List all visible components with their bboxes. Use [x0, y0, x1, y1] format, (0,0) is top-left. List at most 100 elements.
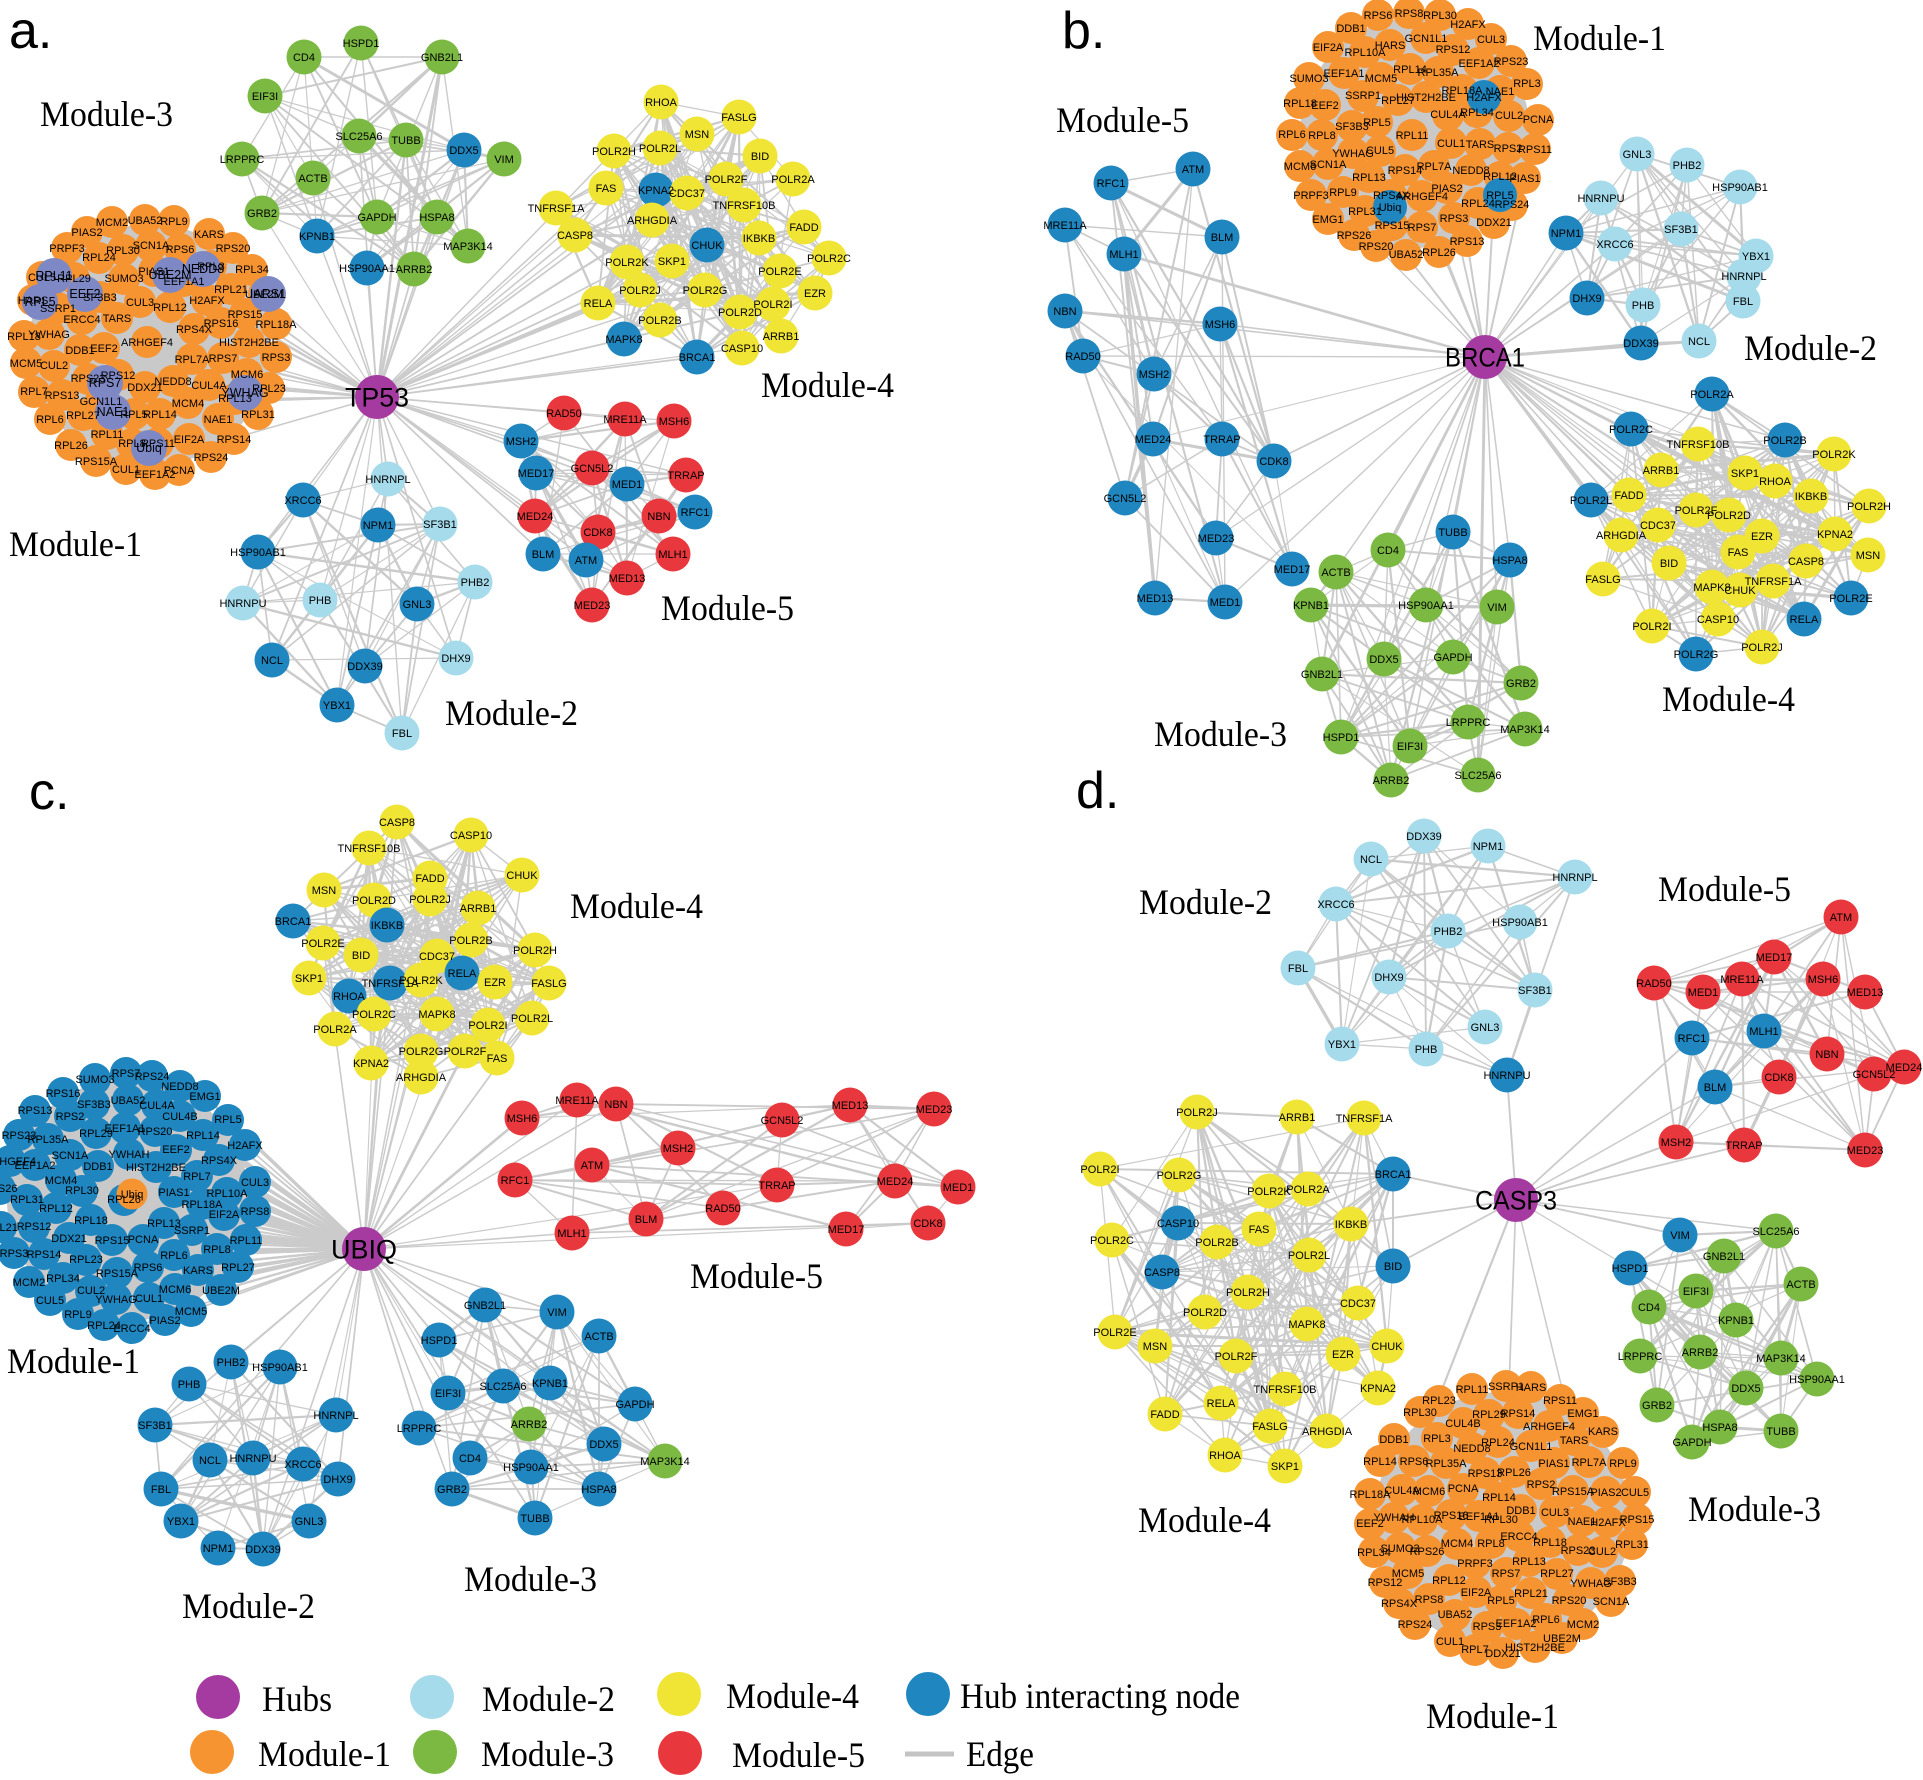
- svg-text:ARRB2: ARRB2: [396, 264, 433, 276]
- svg-text:Module-3: Module-3: [1688, 1489, 1821, 1529]
- svg-text:BID: BID: [751, 151, 769, 163]
- svg-text:RHOA: RHOA: [1209, 1450, 1241, 1462]
- svg-text:H2AFX: H2AFX: [227, 1140, 263, 1152]
- svg-text:NEDD8: NEDD8: [161, 1081, 198, 1093]
- svg-text:RPL8: RPL8: [118, 438, 146, 450]
- svg-text:ARRB1: ARRB1: [1279, 1112, 1316, 1124]
- svg-text:ARHGDIA: ARHGDIA: [1596, 530, 1647, 542]
- svg-text:RPL14: RPL14: [186, 1130, 220, 1142]
- svg-text:RPL18: RPL18: [7, 331, 41, 343]
- svg-text:RPS23: RPS23: [1494, 56, 1529, 68]
- svg-text:MED24: MED24: [1886, 1062, 1923, 1074]
- svg-text:RPL6: RPL6: [1532, 1614, 1560, 1626]
- svg-text:CDK8: CDK8: [1764, 1072, 1793, 1084]
- svg-text:DHX9: DHX9: [323, 1474, 352, 1486]
- svg-text:ARRB2: ARRB2: [511, 1419, 548, 1431]
- svg-text:RPS20: RPS20: [1359, 241, 1394, 253]
- svg-text:KARS: KARS: [1588, 1426, 1618, 1438]
- svg-text:CHUK: CHUK: [1371, 1341, 1403, 1353]
- svg-text:SSRP1: SSRP1: [40, 303, 76, 315]
- svg-text:MLH1: MLH1: [658, 549, 687, 561]
- svg-text:RPL21: RPL21: [214, 284, 248, 296]
- svg-text:EZR: EZR: [1751, 531, 1773, 543]
- svg-text:NAE1: NAE1: [1486, 86, 1515, 98]
- svg-text:ARHGDIA: ARHGDIA: [1302, 1426, 1353, 1438]
- svg-text:RPS7: RPS7: [209, 353, 238, 365]
- svg-text:RPL18: RPL18: [1283, 98, 1317, 110]
- svg-text:SCN1A: SCN1A: [1310, 159, 1347, 171]
- svg-text:ARHGEF4: ARHGEF4: [0, 1156, 36, 1168]
- svg-text:CD4: CD4: [1638, 1302, 1660, 1314]
- svg-text:RPL11: RPL11: [91, 429, 124, 441]
- svg-text:GRB2: GRB2: [1506, 678, 1536, 690]
- svg-text:SKP1: SKP1: [1271, 1461, 1299, 1473]
- svg-text:RPL14: RPL14: [1482, 1492, 1516, 1504]
- svg-text:PIAS1: PIAS1: [1538, 1458, 1569, 1470]
- svg-text:GAPDH: GAPDH: [1672, 1437, 1711, 1449]
- svg-text:MSH2: MSH2: [1661, 1137, 1692, 1149]
- svg-text:RPL27: RPL27: [1540, 1568, 1574, 1580]
- svg-text:DDX39: DDX39: [1623, 338, 1658, 350]
- svg-text:RPS24: RPS24: [1398, 1619, 1433, 1631]
- svg-text:YWHAH: YWHAH: [1374, 1512, 1415, 1524]
- svg-text:CUL1: CUL1: [112, 464, 140, 476]
- svg-text:RPS20: RPS20: [216, 243, 251, 255]
- svg-text:TNFRSF1A: TNFRSF1A: [528, 203, 586, 215]
- svg-text:RPL7A: RPL7A: [175, 354, 211, 366]
- svg-text:RPL11: RPL11: [1456, 1384, 1489, 1396]
- svg-text:POLR2C: POLR2C: [1609, 424, 1653, 436]
- svg-text:DDB1: DDB1: [65, 345, 94, 357]
- svg-text:RPL18: RPL18: [74, 1215, 108, 1227]
- svg-text:RPL24: RPL24: [87, 1320, 121, 1332]
- svg-text:MCM6: MCM6: [159, 1284, 191, 1296]
- svg-text:CUL1: CUL1: [1436, 1636, 1464, 1648]
- svg-text:EEF1A1: EEF1A1: [1324, 68, 1365, 80]
- svg-text:GCN1L1: GCN1L1: [1405, 33, 1448, 45]
- svg-text:FAS: FAS: [1249, 1224, 1270, 1236]
- svg-text:POLR2A: POLR2A: [313, 1024, 357, 1036]
- svg-text:EEF2: EEF2: [69, 287, 100, 301]
- svg-text:CASP8: CASP8: [557, 230, 593, 242]
- svg-text:LRPPRC: LRPPRC: [1618, 1351, 1663, 1363]
- svg-text:POLR2F: POLR2F: [1675, 505, 1718, 517]
- svg-text:RPS15A: RPS15A: [96, 1268, 139, 1280]
- svg-text:PIAS2: PIAS2: [71, 227, 102, 239]
- svg-text:POLR2L: POLR2L: [511, 1013, 553, 1025]
- svg-text:TNFRSF10B: TNFRSF10B: [1254, 1384, 1317, 1396]
- svg-text:EEF2: EEF2: [1311, 100, 1339, 112]
- svg-text:MCM5: MCM5: [175, 1306, 207, 1318]
- svg-text:RPL9: RPL9: [160, 216, 188, 228]
- svg-text:Module-3: Module-3: [40, 94, 173, 134]
- svg-text:RPL10A: RPL10A: [207, 1188, 249, 1200]
- svg-text:Module-2: Module-2: [182, 1586, 315, 1626]
- svg-text:SKP1: SKP1: [658, 256, 686, 268]
- svg-text:RFC1: RFC1: [681, 507, 710, 519]
- svg-text:HSPA8: HSPA8: [419, 212, 454, 224]
- svg-text:CASP8: CASP8: [1788, 556, 1824, 568]
- svg-text:RPL26: RPL26: [54, 440, 88, 452]
- svg-text:RPS26: RPS26: [1410, 1546, 1445, 1558]
- svg-text:SCN1A: SCN1A: [52, 1150, 89, 1162]
- svg-text:PHB2: PHB2: [461, 577, 490, 589]
- svg-text:DDB1: DDB1: [1379, 1434, 1408, 1446]
- svg-text:NBN: NBN: [647, 511, 670, 523]
- svg-text:HNRNPL: HNRNPL: [365, 474, 410, 486]
- svg-text:SCN1A: SCN1A: [133, 240, 170, 252]
- svg-text:EZR: EZR: [484, 977, 506, 989]
- svg-text:Module-1: Module-1: [9, 524, 142, 564]
- svg-text:MCM6: MCM6: [231, 369, 263, 381]
- svg-text:POLR2H: POLR2H: [592, 146, 636, 158]
- svg-text:RPL18A: RPL18A: [1350, 1489, 1392, 1501]
- svg-text:BLM: BLM: [532, 549, 555, 561]
- svg-text:RPS15: RPS15: [95, 1235, 130, 1247]
- svg-text:DDX5: DDX5: [449, 145, 478, 157]
- svg-text:RPS14: RPS14: [217, 434, 252, 446]
- svg-text:POLR2K: POLR2K: [605, 257, 649, 269]
- svg-text:Module-3: Module-3: [464, 1559, 597, 1599]
- svg-text:UBE2M: UBE2M: [245, 289, 283, 301]
- svg-text:RPL12: RPL12: [39, 1203, 73, 1215]
- svg-text:UBE2M: UBE2M: [1543, 1633, 1581, 1645]
- svg-text:MED23: MED23: [574, 600, 611, 612]
- svg-text:POLR2F: POLR2F: [444, 1046, 487, 1058]
- svg-text:RPL24: RPL24: [1481, 1437, 1515, 1449]
